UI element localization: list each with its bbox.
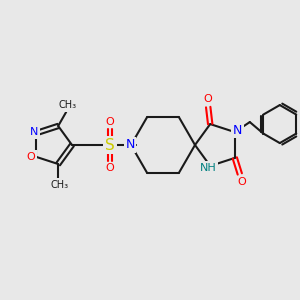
Text: O: O	[204, 94, 213, 104]
Text: S: S	[105, 137, 115, 152]
Text: CH₃: CH₃	[58, 100, 76, 110]
Text: O: O	[26, 152, 35, 162]
Text: N: N	[125, 139, 135, 152]
Text: NH: NH	[200, 163, 217, 173]
Text: N: N	[30, 127, 38, 137]
Text: N: N	[233, 124, 242, 136]
Text: CH₃: CH₃	[50, 180, 68, 190]
Text: O: O	[106, 117, 114, 127]
Text: O: O	[237, 177, 246, 187]
Text: O: O	[106, 163, 114, 173]
